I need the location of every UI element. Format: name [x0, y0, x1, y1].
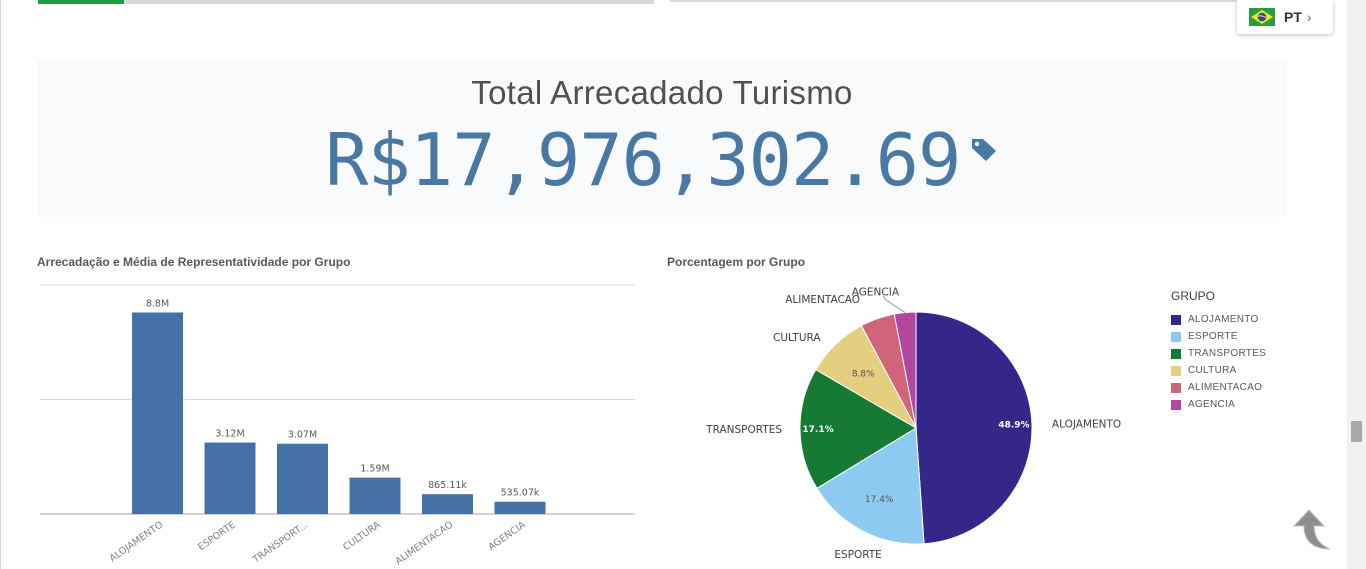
- chevron-right-icon: ›: [1306, 9, 1312, 25]
- bar-data-label: 3.07M: [288, 430, 317, 441]
- bar-category-label: ESPORTE: [196, 519, 238, 553]
- pie-category-label: CULTURA: [773, 332, 821, 344]
- pie-category-label: ESPORTE: [834, 549, 881, 560]
- bar-data-label: 865.11k: [428, 480, 467, 491]
- bar-esporte[interactable]: [204, 442, 256, 514]
- legend-swatch: [1171, 331, 1181, 342]
- vertical-scrollbar[interactable]: [1347, 0, 1366, 569]
- top-progress-bar: [38, 0, 654, 4]
- language-selector[interactable]: PT ›: [1237, 0, 1333, 34]
- legend-item-transportes[interactable]: TRANSPORTES: [1171, 345, 1266, 362]
- legend-label: ALIMENTACAO: [1188, 382, 1263, 393]
- legend-swatch: [1171, 314, 1181, 325]
- bar-data-label: 8.8M: [146, 298, 169, 309]
- legend-title: GRUPO: [1171, 289, 1216, 303]
- pie-slice-agencia[interactable]: [893, 311, 917, 429]
- bar-category-label: CULTURA: [341, 519, 383, 553]
- bar-category-label: AGENCIA: [486, 519, 528, 553]
- pie-category-label: AGENCIA: [852, 287, 900, 299]
- pie-percent-label: 17.1%: [802, 425, 833, 435]
- bar-chart[interactable]: 8.8M ALOJAMENTO 3.12M ESPORTE 3.07M TRANSPORT…: [37, 278, 637, 568]
- top-progress-fill: [38, 0, 125, 4]
- legend-label: AGENCIA: [1188, 399, 1236, 410]
- legend-item-agencia[interactable]: AGENCIA: [1171, 396, 1266, 413]
- bar-category-label: ALIMENTACAO: [393, 519, 455, 567]
- bar-transport[interactable]: [277, 443, 328, 514]
- legend-label: TRANSPORTES: [1188, 348, 1267, 359]
- bar-alimentacao[interactable]: [422, 494, 473, 514]
- legend-item-alojamento[interactable]: ALOJAMENTO: [1171, 311, 1266, 328]
- scrollbar-thumb[interactable]: [1351, 421, 1362, 442]
- legend-swatch: [1171, 399, 1181, 410]
- pie-legend: GRUPO ALOJAMENTO ESPORTE TRANSPORTES CULTUR…: [1171, 289, 1266, 413]
- bar-data-label: 3.12M: [215, 429, 244, 440]
- tag-icon: [969, 136, 999, 169]
- kpi-value: R$17,976,302.69: [325, 118, 961, 202]
- legend-label: CULTURA: [1188, 365, 1237, 376]
- legend-label: ALOJAMENTO: [1188, 314, 1259, 325]
- bar-agencia[interactable]: [494, 501, 546, 514]
- bar-category-label: ALOJAMENTO: [108, 519, 166, 564]
- bar-category-label: TRANSPORT...: [250, 519, 310, 566]
- pie-leader-line: [883, 295, 906, 313]
- pie-percent-label: 8.8%: [852, 369, 875, 379]
- pie-slice-transportes[interactable]: [799, 368, 917, 489]
- bar-data-label: 1.59M: [360, 464, 389, 475]
- legend-swatch: [1171, 365, 1181, 376]
- legend-item-alimentacao[interactable]: ALIMENTACAO: [1171, 379, 1266, 396]
- legend-item-cultura[interactable]: CULTURA: [1171, 362, 1266, 379]
- bar-chart-title: Arrecadação e Média de Representatividad…: [37, 255, 351, 269]
- pie-chart-title: Porcentagem por Grupo: [667, 255, 806, 269]
- legend-swatch: [1171, 348, 1181, 359]
- back-to-top-arrow-icon[interactable]: [1290, 508, 1336, 557]
- pie-percent-label: 17.4%: [865, 495, 894, 505]
- bar-cultura[interactable]: [349, 477, 401, 514]
- bar-data-label: 535.07k: [501, 488, 540, 499]
- kpi-title: Total Arrecadado Turismo: [471, 74, 853, 111]
- pie-chart[interactable]: 48.9% ALOJAMENTO 17.4% ESPORTE 17.1% TRANSPOR…: [661, 280, 1161, 560]
- legend-label: ESPORTE: [1188, 331, 1238, 342]
- bar-alojamento[interactable]: [132, 312, 183, 514]
- legend-item-esporte[interactable]: ESPORTE: [1171, 328, 1266, 345]
- pie-category-label: TRANSPORTES: [705, 424, 782, 436]
- pie-percent-label: 48.9%: [998, 421, 1029, 431]
- legend-swatch: [1171, 382, 1181, 393]
- top-divider-bar: [670, 0, 1248, 2]
- kpi-panel: Total Arrecadado Turismo R$17,976,302.69: [37, 60, 1287, 217]
- brazil-flag-icon: [1249, 8, 1275, 26]
- pie-category-label: ALOJAMENTO: [1052, 419, 1121, 431]
- pie-slice-esporte[interactable]: [816, 427, 925, 545]
- language-code: PT: [1284, 9, 1302, 25]
- pie-slice-alojamento[interactable]: [915, 311, 1033, 545]
- pie-category-label: ALIMENTACAO: [785, 294, 860, 306]
